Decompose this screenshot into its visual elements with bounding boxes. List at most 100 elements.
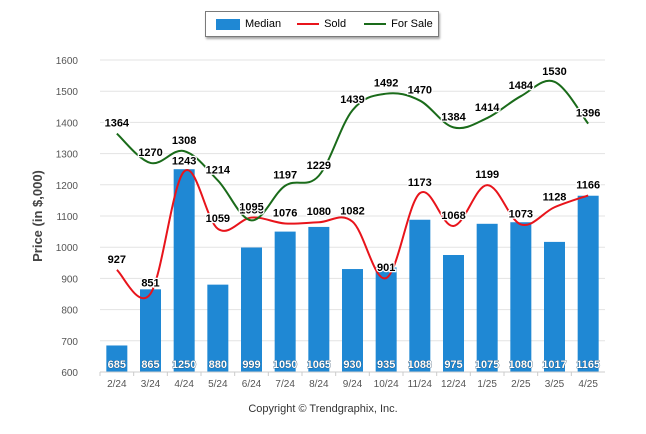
- data-label-sold: 1073: [509, 208, 533, 220]
- data-label-median: 935: [377, 359, 395, 371]
- data-label-for-sale: 1530: [542, 66, 566, 78]
- data-label-for-sale: 1396: [576, 108, 600, 120]
- bar-median: [375, 267, 397, 372]
- legend-label-sold: Sold: [324, 18, 347, 30]
- data-label-sold: 1095: [239, 202, 263, 214]
- y-tick-label: 1400: [56, 118, 79, 129]
- data-label-median: 1065: [307, 359, 331, 371]
- y-tick-label: 1600: [56, 56, 79, 67]
- data-label-sold: 1080: [307, 206, 331, 218]
- data-label-for-sale: 1414: [475, 102, 500, 114]
- x-tick-label: 2/24: [107, 379, 127, 390]
- bar-median: [241, 247, 262, 372]
- data-label-for-sale: 1214: [206, 164, 231, 176]
- legend-item-for-sale: For Sale: [364, 18, 433, 30]
- y-tick-label: 700: [61, 337, 78, 348]
- bar-median: [106, 345, 128, 372]
- y-tick-label: 900: [61, 274, 78, 285]
- bar-median: [510, 222, 532, 372]
- y-tick-label: 600: [61, 368, 78, 379]
- bar-median: [308, 226, 330, 372]
- data-label-for-sale: 1197: [273, 170, 297, 182]
- x-tick-label: 2/25: [511, 379, 531, 390]
- x-tick-label: 1/25: [477, 379, 497, 390]
- y-tick-label: 1200: [56, 181, 79, 192]
- data-label-for-sale: 1439: [340, 94, 364, 106]
- data-label-sold: 1173: [408, 177, 432, 189]
- bar-median: [274, 231, 296, 372]
- data-label-median: 1075: [475, 359, 499, 371]
- bar-median: [443, 255, 464, 372]
- data-label-for-sale: 1470: [408, 85, 432, 97]
- y-tick-label: 1000: [56, 243, 79, 254]
- data-label-for-sale: 1086: [239, 204, 263, 216]
- legend-swatch-sold: [297, 23, 320, 25]
- x-tick-label: 9/24: [343, 379, 363, 390]
- bar-median: [476, 223, 498, 372]
- x-tick-label: 3/25: [545, 379, 565, 390]
- x-tick-label: 10/24: [374, 379, 399, 390]
- y-axis-title: Price (in $,000): [30, 170, 45, 262]
- line-sold: [116, 169, 589, 300]
- data-label-median: 1088: [408, 359, 432, 371]
- data-label-median: 999: [242, 359, 260, 371]
- x-tick-label: 4/25: [578, 379, 598, 390]
- bar-median: [544, 241, 565, 372]
- x-tick-label: 6/24: [242, 379, 262, 390]
- data-label-for-sale: 1308: [172, 135, 196, 147]
- bar-median: [577, 195, 599, 372]
- x-tick-label: 4/24: [174, 379, 194, 390]
- data-label-for-sale: 1384: [441, 111, 466, 123]
- data-label-median: 975: [444, 359, 462, 371]
- data-label-sold: 851: [141, 278, 159, 290]
- data-label-sold: 927: [108, 254, 126, 266]
- data-label-sold: 1243: [172, 155, 196, 167]
- y-tick-label: 1100: [56, 212, 78, 223]
- data-label-sold: 1128: [543, 191, 567, 203]
- legend: Median Sold For Sale: [205, 11, 439, 37]
- data-label-for-sale: 1270: [138, 147, 162, 159]
- line-for-sale: [116, 79, 589, 222]
- legend-label-median: Median: [245, 18, 282, 30]
- data-label-median: 865: [141, 359, 159, 371]
- x-tick-label: 3/24: [141, 379, 161, 390]
- data-label-median: 1050: [273, 359, 297, 371]
- legend-item-median: Median: [216, 18, 281, 30]
- x-tick-label: 7/24: [275, 379, 295, 390]
- data-label-sold: 1082: [340, 206, 364, 218]
- data-label-sold: 1068: [441, 210, 465, 222]
- data-label-median: 1250: [172, 359, 196, 371]
- legend-swatch-for-sale: [364, 23, 387, 25]
- data-label-median: 685: [108, 359, 126, 371]
- data-label-for-sale: 1364: [105, 118, 130, 130]
- data-label-sold: 1199: [475, 169, 499, 181]
- legend-swatch-median: [216, 18, 240, 30]
- x-tick-label: 11/24: [408, 379, 433, 390]
- data-label-median: 1165: [576, 359, 600, 371]
- data-label-for-sale: 1484: [509, 80, 534, 92]
- bar-median: [207, 284, 229, 372]
- data-label-for-sale: 1229: [307, 160, 331, 172]
- x-tick-label: 5/24: [208, 379, 228, 390]
- data-label-sold: 1076: [273, 207, 297, 219]
- legend-label-for-sale: For Sale: [391, 18, 433, 30]
- data-label-sold: 1059: [206, 213, 230, 225]
- data-label-sold: 1166: [576, 179, 600, 191]
- data-label-median: 1017: [542, 359, 566, 371]
- data-label-for-sale: 1492: [374, 78, 398, 90]
- data-label-median: 930: [343, 359, 361, 371]
- bar-median: [173, 169, 195, 372]
- y-tick-label: 1300: [56, 150, 79, 161]
- legend-item-sold: Sold: [297, 18, 346, 30]
- x-tick-label: 12/24: [441, 379, 466, 390]
- bar-median: [409, 219, 431, 372]
- data-label-median: 1080: [509, 359, 533, 371]
- copyright-footer: Copyright © Trendgraphix, Inc.: [248, 403, 398, 415]
- data-label-median: 880: [209, 359, 227, 371]
- bar-median: [140, 289, 161, 372]
- y-tick-label: 800: [61, 306, 78, 317]
- data-label-sold: 901: [377, 262, 395, 274]
- x-tick-label: 8/24: [309, 379, 329, 390]
- y-tick-label: 1500: [56, 87, 79, 98]
